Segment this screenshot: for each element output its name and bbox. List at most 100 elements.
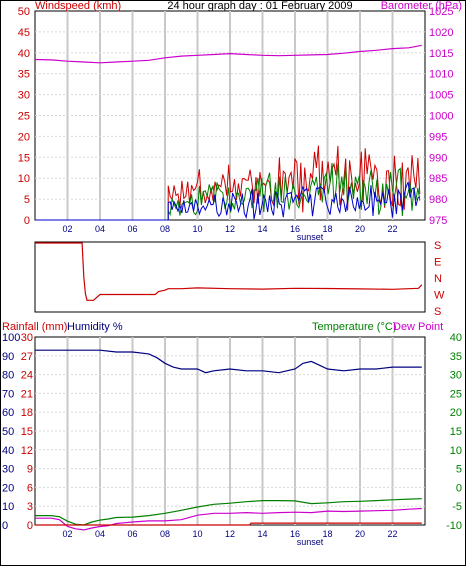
- temperature-tick-label: -10: [446, 520, 462, 532]
- barometer-tick-label: 1020: [429, 27, 453, 39]
- humidity-tick-label: 0: [2, 520, 8, 532]
- series-line: [35, 522, 422, 526]
- temperature-tick-label: 35: [450, 351, 462, 363]
- direction-tick-label: S: [434, 240, 441, 252]
- temperature-tick-label: 15: [450, 426, 462, 438]
- x-tick-label: 10: [192, 224, 202, 234]
- sunset-annotation: sunset: [297, 232, 324, 242]
- humidity-tick-label: 10: [2, 501, 14, 513]
- temperature-tick-label: 0: [456, 482, 462, 494]
- x-tick-label: 20: [355, 224, 365, 234]
- wind-tick-label: 35: [18, 69, 30, 81]
- avg-wind-line: [35, 181, 421, 221]
- x-tick-label: 02: [62, 224, 72, 234]
- rain-tick-label: 9: [27, 464, 33, 476]
- series-line: [35, 349, 422, 374]
- x-tick-label: 10: [192, 529, 202, 539]
- x-tick-label: 16: [290, 224, 300, 234]
- x-tick-label: 06: [127, 224, 137, 234]
- humidity-tick-label: 100: [2, 332, 20, 344]
- temperature-tick-label: 30: [450, 370, 462, 382]
- rain-tick-label: 0: [27, 520, 33, 532]
- wind-tick-label: 15: [18, 152, 30, 164]
- rain-tick-label: 18: [21, 407, 33, 419]
- x-tick-label: 14: [257, 224, 267, 234]
- rain-tick-label: 15: [21, 426, 33, 438]
- x-tick-label: 16: [290, 529, 300, 539]
- wind-tick-label: 40: [18, 48, 30, 60]
- chart-title: 24 hour graph day : 01 February 2009: [167, 0, 352, 12]
- rain-tick-label: 30: [21, 332, 33, 344]
- x-tick-label: 22: [387, 529, 397, 539]
- x-tick-label: 08: [160, 224, 170, 234]
- temp-grid: [35, 337, 425, 525]
- humidity-tick-label: 50: [2, 426, 14, 438]
- barometer-line: [34, 44, 422, 64]
- rain-tick-label: 12: [21, 445, 33, 457]
- wind-series: [34, 44, 422, 221]
- rainfall-axis-label: Rainfall (mm): [2, 321, 67, 333]
- x-tick-label: 18: [322, 224, 332, 234]
- temperature-tick-label: 20: [450, 407, 462, 419]
- barometer-tick-label: 1025: [429, 6, 453, 18]
- temperature-tick-label: -5: [452, 501, 462, 513]
- barometer-tick-label: 1010: [429, 69, 453, 81]
- x-tick-label: 18: [322, 529, 332, 539]
- humidity-axis-label: Humidity %: [67, 321, 123, 333]
- x-tick-label: 04: [95, 529, 105, 539]
- x-tick-label: 14: [257, 529, 267, 539]
- wind-tick-label: 25: [18, 111, 30, 123]
- windspeed-axis-label: Windspeed (kmh): [35, 0, 121, 12]
- x-tick-label: 12: [225, 224, 235, 234]
- temperature-axis-label: Temperature (°C): [312, 321, 396, 333]
- wind-tick-label: 0: [24, 215, 30, 227]
- barometer-tick-label: 985: [429, 173, 447, 185]
- direction-tick-label: W: [434, 290, 445, 302]
- rain-tick-label: 3: [27, 501, 33, 513]
- x-tick-label: 06: [127, 529, 137, 539]
- temperature-tick-label: 5: [456, 464, 462, 476]
- temperature-tick-label: 25: [450, 388, 462, 400]
- humidity-tick-label: 20: [2, 482, 14, 494]
- humidity-tick-label: 90: [2, 351, 14, 363]
- direction-tick-label: E: [434, 257, 441, 269]
- x-tick-label: 08: [160, 529, 170, 539]
- dewpoint-axis-label: Dew Point: [393, 321, 443, 333]
- direction-tick-label: S: [434, 306, 441, 318]
- barometer-tick-label: 1015: [429, 48, 453, 60]
- temperature-tick-label: 10: [450, 445, 462, 457]
- temp-series: [35, 349, 422, 531]
- sunset-annotation-2: sunset: [297, 537, 324, 547]
- series-line: [35, 507, 422, 531]
- barometer-tick-label: 1005: [429, 90, 453, 102]
- humidity-tick-label: 30: [2, 464, 14, 476]
- rain-tick-label: 21: [21, 388, 33, 400]
- wind-tick-label: 50: [18, 6, 30, 18]
- humidity-tick-label: 80: [2, 370, 14, 382]
- wind-tick-label: 10: [18, 173, 30, 185]
- barometer-axis-label: Barometer (hPa): [381, 0, 462, 12]
- wind-tick-label: 45: [18, 27, 30, 39]
- wind-tick-label: 20: [18, 131, 30, 143]
- temperature-tick-label: 40: [450, 332, 462, 344]
- barometer-tick-label: 995: [429, 131, 447, 143]
- x-tick-label: 22: [387, 224, 397, 234]
- windspeed-line: [35, 162, 421, 221]
- x-tick-label: 02: [62, 529, 72, 539]
- barometer-tick-label: 980: [429, 194, 447, 206]
- barometer-tick-label: 990: [429, 152, 447, 164]
- x-tick-label: 12: [225, 529, 235, 539]
- humidity-tick-label: 70: [2, 388, 14, 400]
- rain-tick-label: 24: [21, 370, 33, 382]
- barometer-tick-label: 1000: [429, 111, 453, 123]
- humidity-tick-label: 60: [2, 407, 14, 419]
- direction-tick-label: N: [434, 273, 442, 285]
- wind-tick-label: 5: [24, 194, 30, 206]
- wind-direction-line: [35, 242, 423, 301]
- wind-direction-series: [35, 242, 423, 301]
- barometer-tick-label: 975: [429, 215, 447, 227]
